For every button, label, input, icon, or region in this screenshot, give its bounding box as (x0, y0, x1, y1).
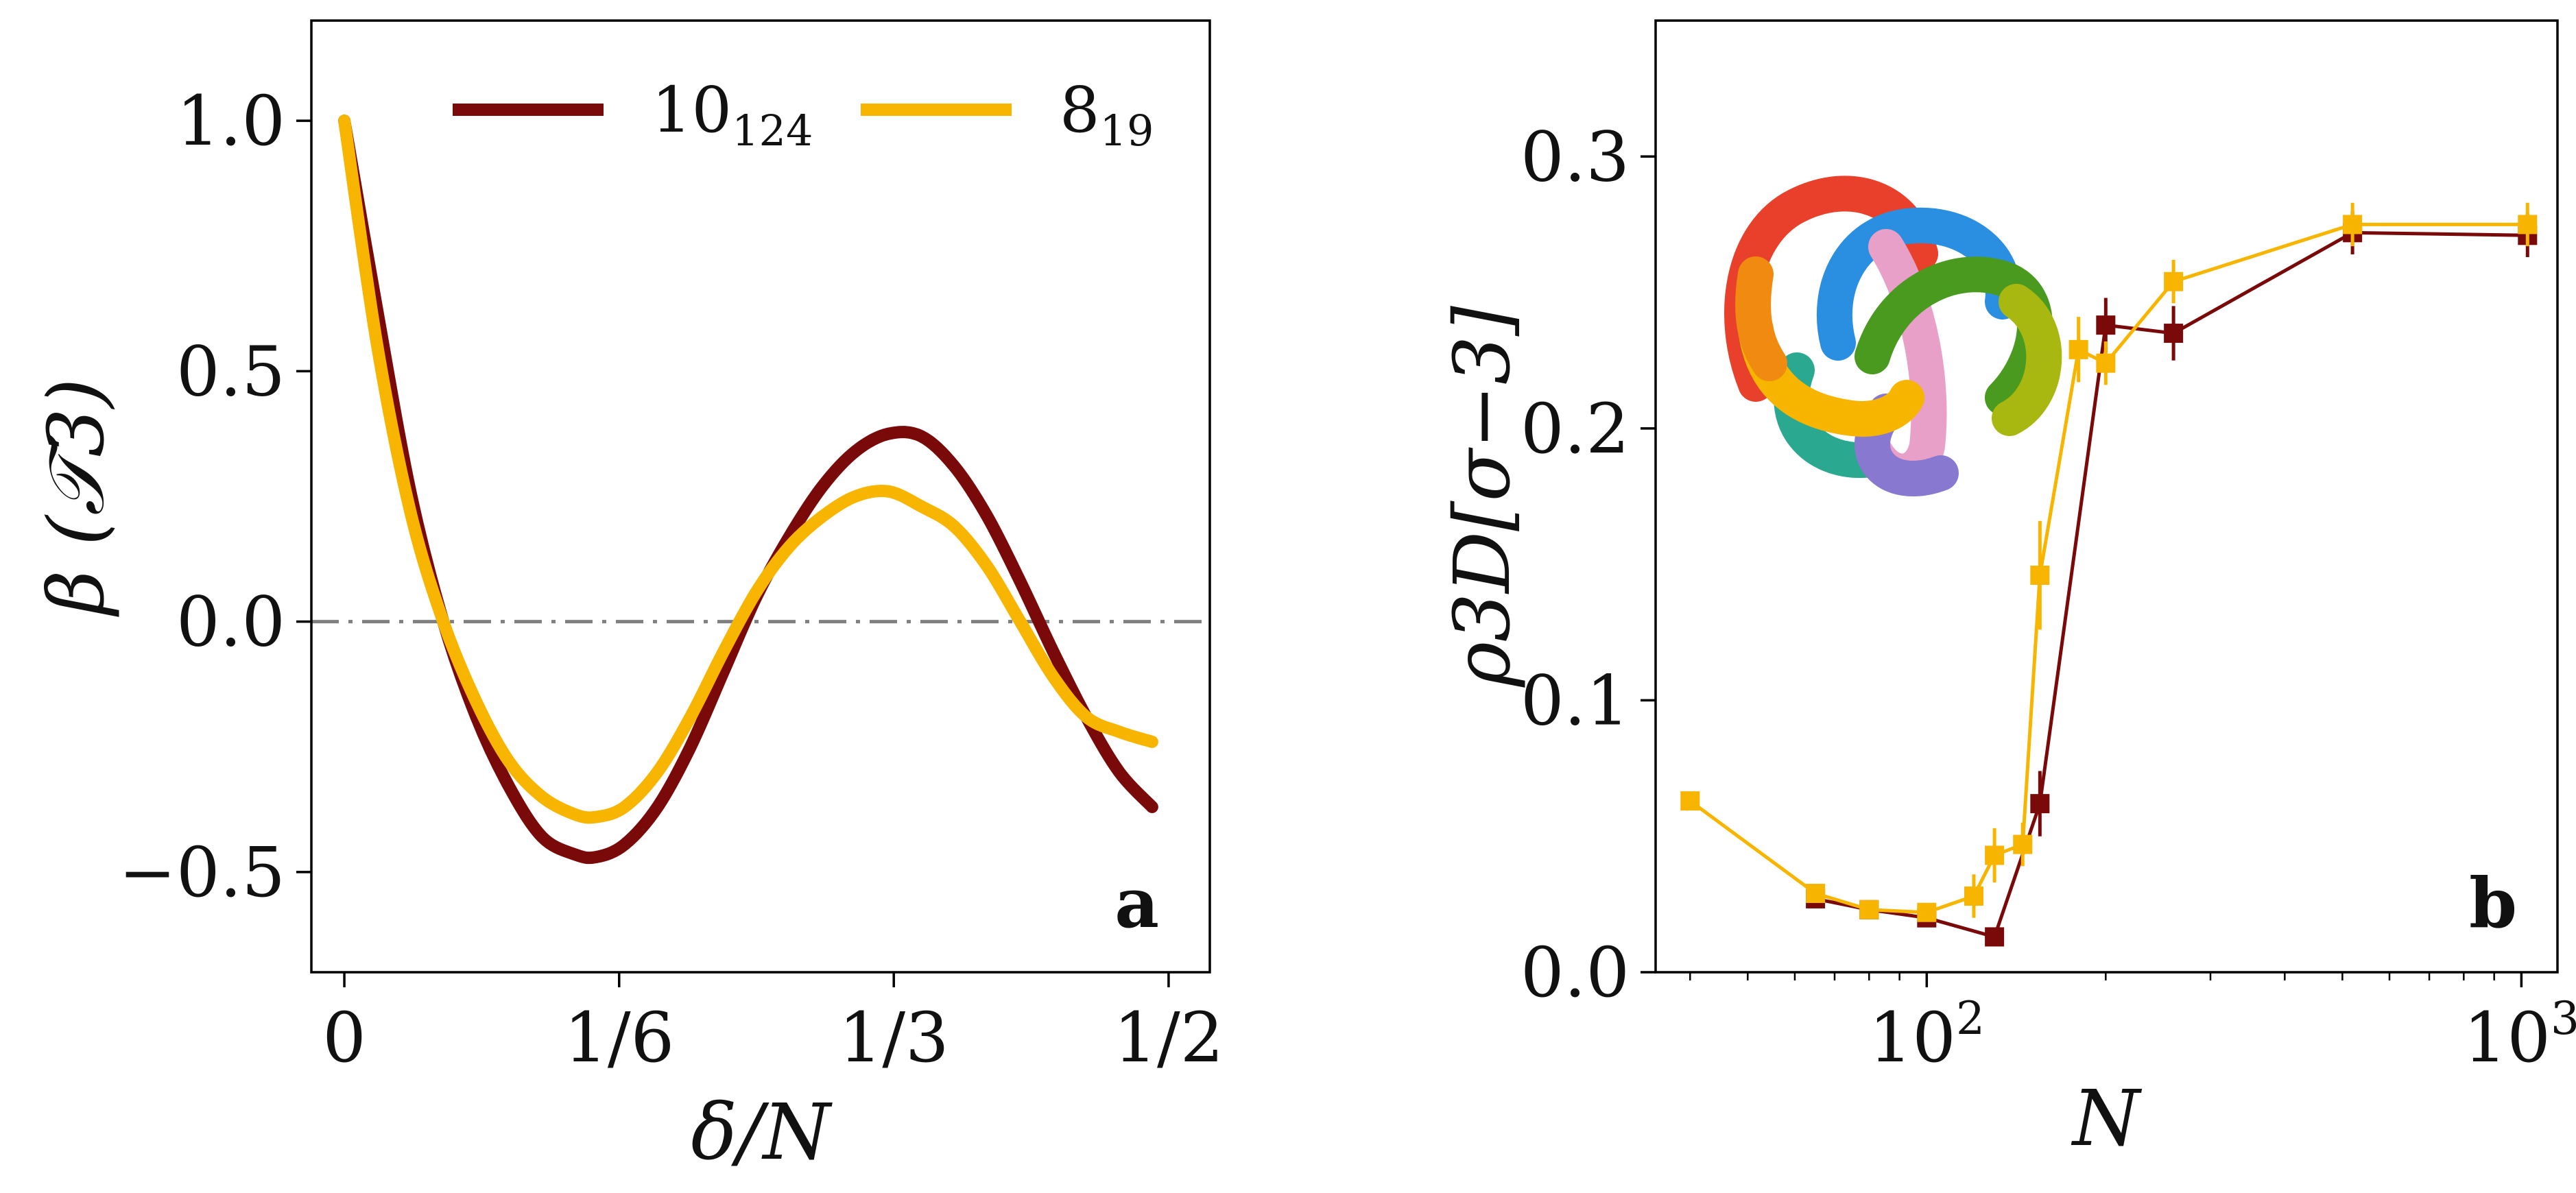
legend-label-10-124: 10124 (652, 73, 813, 156)
knot-segment-orange-dark (1735, 256, 1787, 381)
data-point-8_19-100 (1917, 902, 1937, 922)
x-tick-label-1000: 103 (2464, 992, 2576, 1078)
panel-a-series-group (338, 115, 1158, 865)
y-tick-label-0.0: 0.0 (176, 582, 285, 662)
panel-a-ticks: 0 1/6 1/3 1/2 1.0 0.5 0.0 −0.5 (119, 81, 1224, 1078)
legend-label-10-124-main: 10 (652, 73, 732, 147)
data-point-8_19-200 (2096, 353, 2116, 373)
data-point-8_19-80 (1859, 900, 1879, 919)
y-tick-label-0.1: 0.1 (1520, 660, 1630, 740)
data-point-8_19-260 (2164, 272, 2184, 291)
data-point-8_19-155 (2030, 566, 2050, 586)
panel-b: 102 103 0.0 0.1 0.2 0.3 b N ρ3D[σ−3] (1438, 19, 2576, 1164)
panel-a-frame (310, 19, 1211, 974)
x-tick-label-0: 0 (322, 998, 366, 1078)
panel-a-legend: 10124 819 (453, 73, 1154, 156)
x-tick-label-100: 102 (1869, 992, 1985, 1078)
x-tick-label-1/2: 1/2 (1113, 998, 1224, 1078)
data-point-10_124-130 (1985, 927, 2005, 947)
data-point-8_19-145 (2013, 834, 2033, 854)
data-point-8_19-40 (1680, 791, 1700, 811)
y-tick-label-0.5: 0.5 (176, 331, 285, 411)
y-tick-label-0.2: 0.2 (1520, 389, 1630, 469)
data-point-8_19-130 (1985, 845, 2005, 865)
panel-a-letter: a (1114, 863, 1159, 943)
y-tick-label-0.0: 0.0 (1520, 932, 1630, 1013)
data-point-8_19-520 (2343, 215, 2363, 234)
data-point-8_19-65 (1806, 883, 1826, 903)
legend-label-8-19: 819 (1060, 73, 1154, 156)
legend-label-8-19-main: 8 (1060, 73, 1100, 147)
series-8_19 (1680, 202, 2538, 922)
knot-inset-image (1724, 176, 2062, 496)
panel-b-y-axis-title: ρ3D[σ−3] (1438, 306, 1527, 688)
data-point-10_124-155 (2030, 794, 2050, 814)
panel-a-y-axis-title: β (𝒯3) (32, 378, 121, 618)
panel-b-ticks: 102 103 0.0 0.1 0.2 0.3 (1520, 117, 2576, 1078)
series-line-8-19 (338, 115, 1158, 824)
legend-label-8-19-sub: 19 (1100, 106, 1154, 156)
data-point-8_19-120 (1964, 886, 1983, 906)
data-point-10_124-260 (2164, 324, 2184, 344)
series-line-10-124 (338, 115, 1158, 865)
data-point-8_19-180 (2068, 339, 2088, 359)
y-tick-label-1.0: 1.0 (176, 81, 285, 161)
legend-label-10-124-sub: 124 (732, 106, 813, 156)
data-point-8_19-1024 (2518, 215, 2538, 234)
panel-b-series-group (1680, 202, 2538, 947)
panel-b-letter: b (2469, 863, 2517, 943)
x-tick-label-1/3: 1/3 (839, 998, 949, 1078)
y-tick-label-−0.5: −0.5 (119, 832, 285, 913)
panel-b-frame (1654, 19, 2559, 974)
panel-a: 0 1/6 1/3 1/21.00.50.0−0.5 10124 819 a δ/N … (32, 19, 1224, 1177)
panel-b-x-axis-title: N (2071, 1074, 2143, 1164)
y-tick-label-0.3: 0.3 (1520, 117, 1630, 197)
data-point-10_124-200 (2096, 315, 2116, 335)
x-tick-label-1/6: 1/6 (564, 998, 674, 1078)
knot-segment-olive (1992, 284, 2062, 436)
panel-a-x-axis-title: δ/N (691, 1088, 833, 1177)
